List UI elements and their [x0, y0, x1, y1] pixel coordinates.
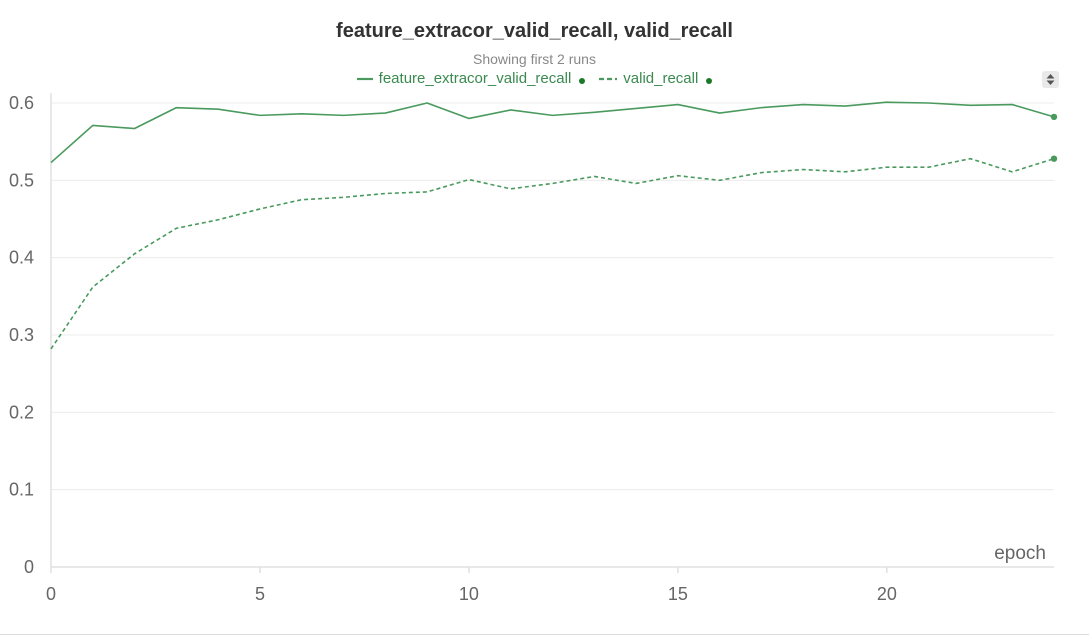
series-end-point [1050, 113, 1058, 121]
legend-solid-line-icon [356, 77, 373, 80]
legend-run-dot-icon [579, 77, 586, 84]
y-tick-label: 0.1 [9, 480, 34, 500]
legend-label: feature_extracor_valid_recall [378, 70, 572, 87]
legend-dashed-line-icon [599, 77, 618, 80]
chart-title: feature_extracor_valid_recall, valid_rec… [336, 20, 733, 42]
series-end-point [1050, 155, 1058, 162]
legend-toggle-button[interactable] [1042, 71, 1059, 88]
y-tick-label: 0.2 [9, 402, 34, 422]
series-line-valid-recall [50, 157, 1055, 350]
y-tick-label: 0.5 [9, 170, 34, 190]
legend-run-dot-icon [706, 77, 713, 84]
legend-item-valid-recall[interactable]: valid_recall [599, 70, 713, 87]
legend-item-feature-extracor-valid-recall[interactable]: feature_extracor_valid_recall [356, 70, 586, 87]
series-line-feature-extracor-valid-recall [50, 101, 1055, 164]
x-tick-label: 10 [459, 584, 479, 604]
y-tick-label: 0.6 [9, 93, 34, 113]
x-axis-title: epoch [994, 543, 1046, 564]
x-tick-label: 5 [255, 584, 265, 604]
x-tick-label: 15 [668, 584, 688, 604]
y-tick-label: 0.4 [9, 248, 34, 268]
y-tick-label: 0 [24, 557, 34, 577]
x-tick-label: 20 [877, 584, 897, 604]
x-tick-label: 0 [46, 584, 56, 604]
y-tick-label: 0.3 [9, 325, 34, 345]
legend: feature_extracor_valid_recall valid_reca… [0, 70, 1069, 87]
chart-subtitle: Showing first 2 runs [473, 51, 596, 67]
sort-arrows-icon [1046, 74, 1055, 85]
legend-label: valid_recall [623, 70, 699, 87]
panel-divider [0, 634, 1089, 635]
